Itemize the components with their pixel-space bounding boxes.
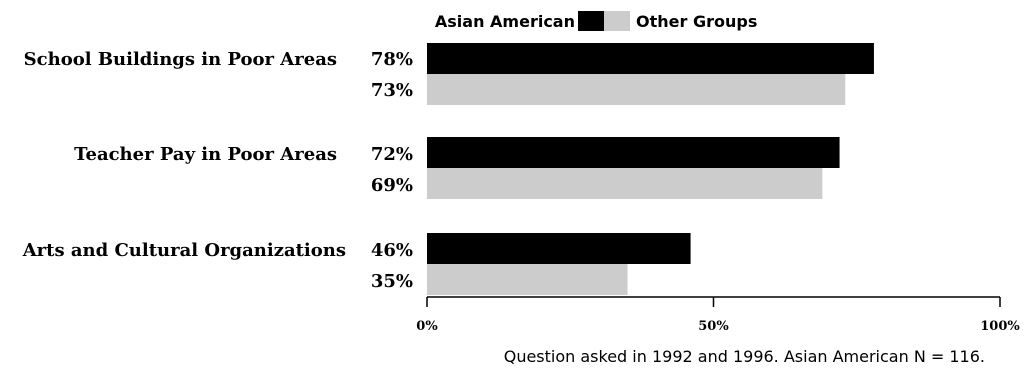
value-label-other-school: 73% [371, 80, 413, 101]
x-tick-label-100: 100% [980, 319, 1020, 334]
value-label-other-teacher: 69% [371, 175, 413, 196]
category-label-school-buildings: School Buildings in Poor Areas [24, 49, 337, 70]
bar-asian-american-teacher-pay-in-poor-areas [427, 137, 840, 168]
category-label-arts-cultural: Arts and Cultural Organizations [22, 240, 346, 261]
value-label-asian-teacher: 72% [371, 144, 413, 165]
bar-other-groups-school-buildings-in-poor-areas [427, 74, 846, 105]
value-labels: 78% 73% 72% 69% 46% 35% [371, 49, 413, 292]
legend-label-asian-american: Asian American [435, 12, 575, 31]
x-axis: 0% 50% 100% [416, 296, 1020, 334]
legend-label-other-groups: Other Groups [636, 12, 757, 31]
bar-asian-american-school-buildings-in-poor-areas [427, 43, 874, 74]
footnote: Question asked in 1992 and 1996. Asian A… [504, 347, 985, 366]
value-label-asian-school: 78% [371, 49, 413, 70]
x-tick-label-0: 0% [416, 319, 438, 334]
legend-swatch-other-groups [604, 11, 630, 31]
category-label-teacher-pay: Teacher Pay in Poor Areas [74, 144, 337, 165]
bars [427, 43, 874, 295]
legend: Asian American Other Groups [435, 11, 757, 31]
bar-asian-american-arts-and-cultural-organizations [427, 233, 691, 264]
category-labels: School Buildings in Poor Areas Teacher P… [22, 49, 346, 261]
value-label-asian-arts: 46% [371, 240, 413, 261]
legend-swatch-asian-american [578, 11, 604, 31]
value-label-other-arts: 35% [371, 271, 413, 292]
bar-other-groups-teacher-pay-in-poor-areas [427, 168, 823, 199]
x-tick-label-50: 50% [698, 319, 729, 334]
bar-other-groups-arts-and-cultural-organizations [427, 264, 628, 295]
